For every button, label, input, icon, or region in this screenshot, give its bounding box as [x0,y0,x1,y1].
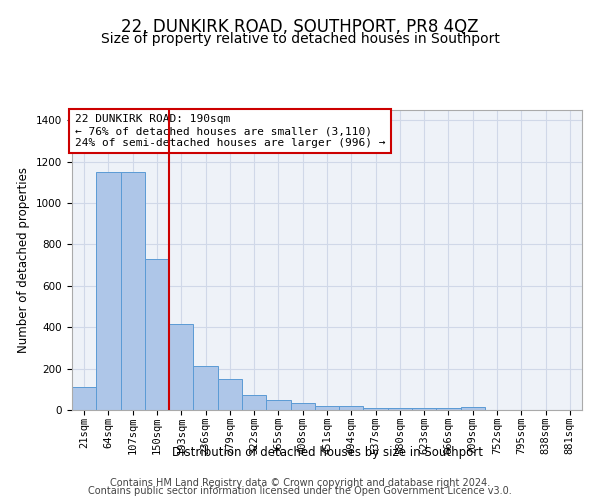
Text: 22, DUNKIRK ROAD, SOUTHPORT, PR8 4QZ: 22, DUNKIRK ROAD, SOUTHPORT, PR8 4QZ [121,18,479,36]
Bar [364,408,388,410]
Bar [315,406,339,410]
Text: Contains public sector information licensed under the Open Government Licence v3: Contains public sector information licen… [88,486,512,496]
Bar [436,408,461,410]
Bar [169,324,193,410]
Bar [121,172,145,410]
Text: Distribution of detached houses by size in Southport: Distribution of detached houses by size … [172,446,482,459]
Text: Contains HM Land Registry data © Crown copyright and database right 2024.: Contains HM Land Registry data © Crown c… [110,478,490,488]
Bar [72,387,96,410]
Bar [193,366,218,410]
Bar [461,407,485,410]
Text: 22 DUNKIRK ROAD: 190sqm
← 76% of detached houses are smaller (3,110)
24% of semi: 22 DUNKIRK ROAD: 190sqm ← 76% of detache… [74,114,385,148]
Bar [242,395,266,410]
Bar [388,408,412,410]
Text: Size of property relative to detached houses in Southport: Size of property relative to detached ho… [101,32,499,46]
Bar [145,259,169,410]
Bar [218,379,242,410]
Bar [412,408,436,410]
Bar [290,403,315,410]
Bar [266,400,290,410]
Bar [96,172,121,410]
Bar [339,406,364,410]
Y-axis label: Number of detached properties: Number of detached properties [17,167,31,353]
